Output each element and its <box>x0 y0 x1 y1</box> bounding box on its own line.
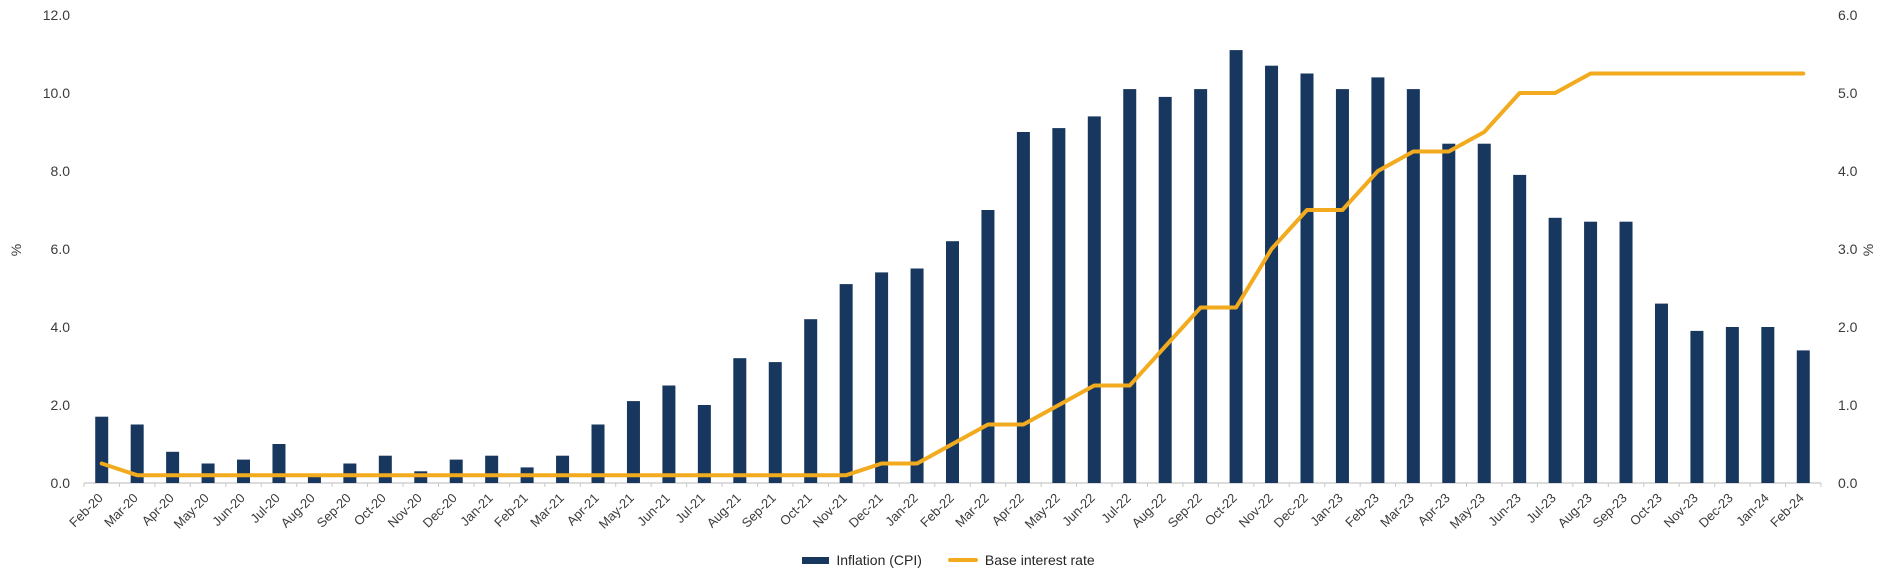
legend-item-base-rate: Base interest rate <box>947 552 1095 568</box>
y-axis-label-left: 4.0 <box>50 319 70 335</box>
y-axis-label-right: 1.0 <box>1838 397 1858 413</box>
bar-Oct-21 <box>804 319 818 483</box>
bar-Apr-22 <box>1016 132 1030 483</box>
bar-Apr-20 <box>166 451 180 483</box>
bar-Dec-20 <box>449 459 463 483</box>
inflation-series-swatch <box>802 556 830 564</box>
legend-base-rate-label: Base interest rate <box>984 552 1095 568</box>
bar-Jan-21 <box>485 455 499 483</box>
bar-Aug-22 <box>1158 96 1172 484</box>
bar-Nov-23 <box>1690 330 1704 483</box>
bar-Jun-23 <box>1513 174 1527 483</box>
bar-Jan-22 <box>910 268 924 483</box>
bar-Apr-23 <box>1442 143 1456 483</box>
bar-Jun-21 <box>662 385 676 483</box>
bar-Jan-24 <box>1761 327 1775 483</box>
legend: Inflation (CPI) Base interest rate <box>0 552 1897 568</box>
y-axis-label-right: 0.0 <box>1838 475 1858 491</box>
bar-Oct-23 <box>1654 303 1668 483</box>
bar-Mar-22 <box>981 210 995 483</box>
inflation-bars-series <box>95 50 1810 484</box>
x-axis <box>83 482 1822 487</box>
right-axis-title: % <box>1860 243 1877 257</box>
bar-Jul-23 <box>1548 217 1562 484</box>
bar-Oct-20 <box>378 455 392 483</box>
bar-Sep-22 <box>1194 89 1208 483</box>
bar-Mar-21 <box>556 455 570 483</box>
y-axis-label-right: 6.0 <box>1838 7 1858 23</box>
base-rate-series-swatch <box>947 558 978 562</box>
bar-Jun-20 <box>237 459 251 483</box>
bar-Aug-21 <box>733 358 747 483</box>
bar-Jun-22 <box>1087 116 1101 484</box>
bar-Jul-22 <box>1123 89 1137 483</box>
bar-Feb-23 <box>1371 77 1385 484</box>
bar-Aug-20 <box>307 475 321 483</box>
bar-Jan-23 <box>1335 89 1349 483</box>
base-rate-line-series <box>99 71 1806 478</box>
bar-Feb-20 <box>95 416 109 483</box>
y-axis-label-left: 10.0 <box>42 85 70 101</box>
y-axis-label-right: 5.0 <box>1838 85 1858 101</box>
bar-Sep-21 <box>768 362 782 483</box>
bar-Oct-22 <box>1229 50 1243 483</box>
bar-Mar-20 <box>130 424 144 483</box>
bar-Feb-24 <box>1796 350 1810 483</box>
y-axis-label-right: 4.0 <box>1838 163 1858 179</box>
bar-Dec-21 <box>875 272 889 483</box>
bar-Feb-22 <box>946 241 959 483</box>
legend-inflation-label: Inflation (CPI) <box>836 552 922 568</box>
legend-item-inflation: Inflation (CPI) <box>802 552 922 568</box>
y-axis-label-right: 3.0 <box>1838 241 1858 257</box>
bar-May-22 <box>1052 128 1066 483</box>
bar-Nov-21 <box>839 284 853 483</box>
base-rate-line <box>99 71 1806 478</box>
y-axis-label-left: 2.0 <box>50 397 70 413</box>
y-axis-label-left: 0.0 <box>50 475 70 491</box>
bar-Jul-21 <box>697 405 711 483</box>
bar-Nov-22 <box>1265 65 1279 483</box>
y-axis-label-left: 6.0 <box>50 241 70 257</box>
bar-May-21 <box>626 401 640 483</box>
bar-Sep-23 <box>1619 221 1633 483</box>
bar-Dec-22 <box>1300 73 1314 483</box>
y-axis-label-right: 2.0 <box>1838 319 1858 335</box>
bar-Dec-23 <box>1725 327 1739 483</box>
left-axis-title: % <box>8 243 25 257</box>
bar-Apr-21 <box>591 424 605 483</box>
y-axis-label-left: 8.0 <box>50 163 70 179</box>
y-axis-label-left: 12.0 <box>42 7 70 23</box>
bar-Aug-23 <box>1584 221 1598 483</box>
bar-May-23 <box>1477 143 1491 483</box>
bar-Mar-23 <box>1406 89 1420 483</box>
